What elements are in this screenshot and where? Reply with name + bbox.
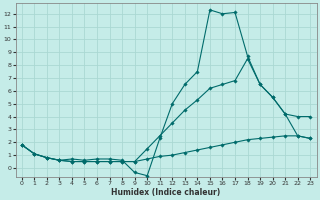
X-axis label: Humidex (Indice chaleur): Humidex (Indice chaleur) [111,188,221,197]
